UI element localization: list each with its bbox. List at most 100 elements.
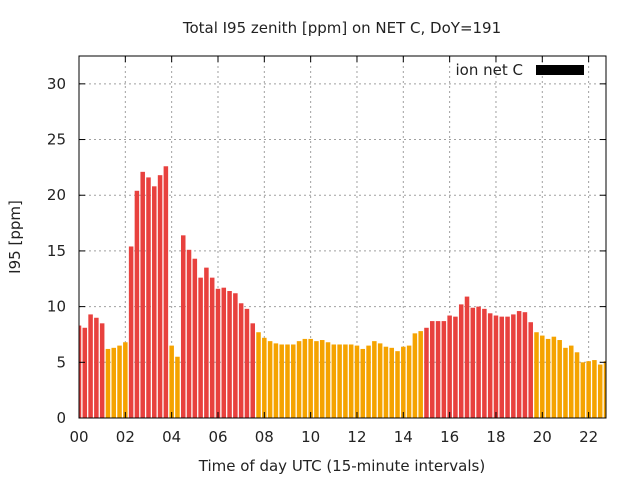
bar (250, 323, 255, 418)
bar (557, 340, 562, 418)
x-tick-label: 16 (440, 428, 459, 446)
bar (470, 307, 476, 418)
bar (406, 345, 412, 418)
bar (123, 342, 128, 418)
bar (82, 327, 88, 418)
x-tick-label: 18 (486, 428, 505, 446)
bar (169, 345, 174, 418)
bar (499, 316, 505, 418)
bar (296, 341, 302, 418)
bar (563, 347, 568, 418)
y-tick-label: 5 (56, 353, 66, 371)
bar (233, 293, 238, 418)
bar (458, 304, 464, 418)
bar (221, 287, 227, 418)
bars (79, 166, 606, 418)
bar (134, 190, 140, 418)
bar (395, 351, 400, 418)
x-tick-label: 14 (394, 428, 413, 446)
bar (580, 362, 586, 418)
bar (302, 338, 308, 418)
bar (430, 321, 435, 418)
bar (88, 314, 93, 418)
chart-title: Total I95 zenith [ppm] on NET C, DoY=191 (182, 19, 501, 37)
bar (244, 308, 250, 418)
bar (528, 322, 533, 418)
bar (377, 343, 383, 418)
bar (94, 317, 99, 418)
bar (227, 291, 232, 418)
bar (412, 333, 418, 418)
bar (482, 308, 487, 418)
y-tick-label: 0 (56, 409, 66, 427)
bar (308, 338, 313, 418)
bar (505, 316, 510, 418)
bar (175, 356, 180, 418)
bar (447, 315, 452, 418)
bar (209, 277, 215, 418)
bar (291, 344, 296, 418)
bar (273, 343, 279, 418)
bar (551, 336, 557, 418)
x-tick-labels: 00 02 04 06 08 10 12 14 16 18 20 22 (69, 428, 598, 446)
bar (487, 313, 493, 418)
axis-ticks (78, 56, 606, 419)
bar (285, 344, 290, 418)
bar (128, 246, 134, 418)
bar (574, 352, 580, 418)
y-tick-label: 10 (47, 298, 66, 316)
bar (262, 337, 267, 418)
bar (540, 335, 545, 418)
bar (105, 348, 111, 418)
bar (424, 327, 429, 418)
bar (163, 166, 169, 418)
x-tick-label: 08 (255, 428, 274, 446)
bar (157, 175, 163, 418)
legend-label: ion net C (456, 61, 523, 79)
bar (534, 332, 539, 418)
bar (337, 344, 342, 418)
bar (366, 345, 371, 418)
bar (453, 316, 458, 418)
y-tick-label: 15 (47, 242, 66, 260)
x-axis-label: Time of day UTC (15-minute intervals) (198, 457, 485, 475)
bar (597, 364, 603, 418)
x-tick-label: 02 (116, 428, 135, 446)
bar (140, 171, 145, 418)
bar (325, 342, 331, 418)
bar (603, 361, 606, 418)
bar (192, 258, 198, 418)
bar (267, 341, 273, 418)
bar (198, 277, 203, 418)
bar (511, 314, 516, 418)
legend-swatch (536, 65, 584, 75)
bar (354, 345, 360, 418)
bar (441, 321, 447, 418)
bar (401, 346, 406, 418)
bar (279, 344, 284, 418)
bar (331, 344, 337, 418)
bar (372, 341, 377, 418)
legend: ion net C (456, 61, 584, 79)
bar (146, 177, 151, 418)
bar (117, 345, 122, 418)
bar (79, 325, 82, 418)
x-tick-label: 20 (533, 428, 552, 446)
y-tick-labels: 0 5 10 15 20 25 30 (47, 75, 66, 427)
y-tick-label: 25 (47, 131, 66, 149)
bar (186, 249, 192, 418)
x-tick-label: 06 (208, 428, 227, 446)
bar (493, 315, 499, 418)
bar (383, 346, 389, 418)
bar (215, 288, 221, 418)
x-tick-label: 00 (69, 428, 88, 446)
x-tick-label: 12 (347, 428, 366, 446)
bar (319, 340, 325, 418)
bar (586, 361, 591, 418)
bar (592, 360, 597, 418)
plot-frame (78, 55, 607, 419)
bar (389, 347, 394, 418)
bar (152, 186, 157, 418)
y-axis-label: I95 [ppm] (6, 200, 24, 274)
